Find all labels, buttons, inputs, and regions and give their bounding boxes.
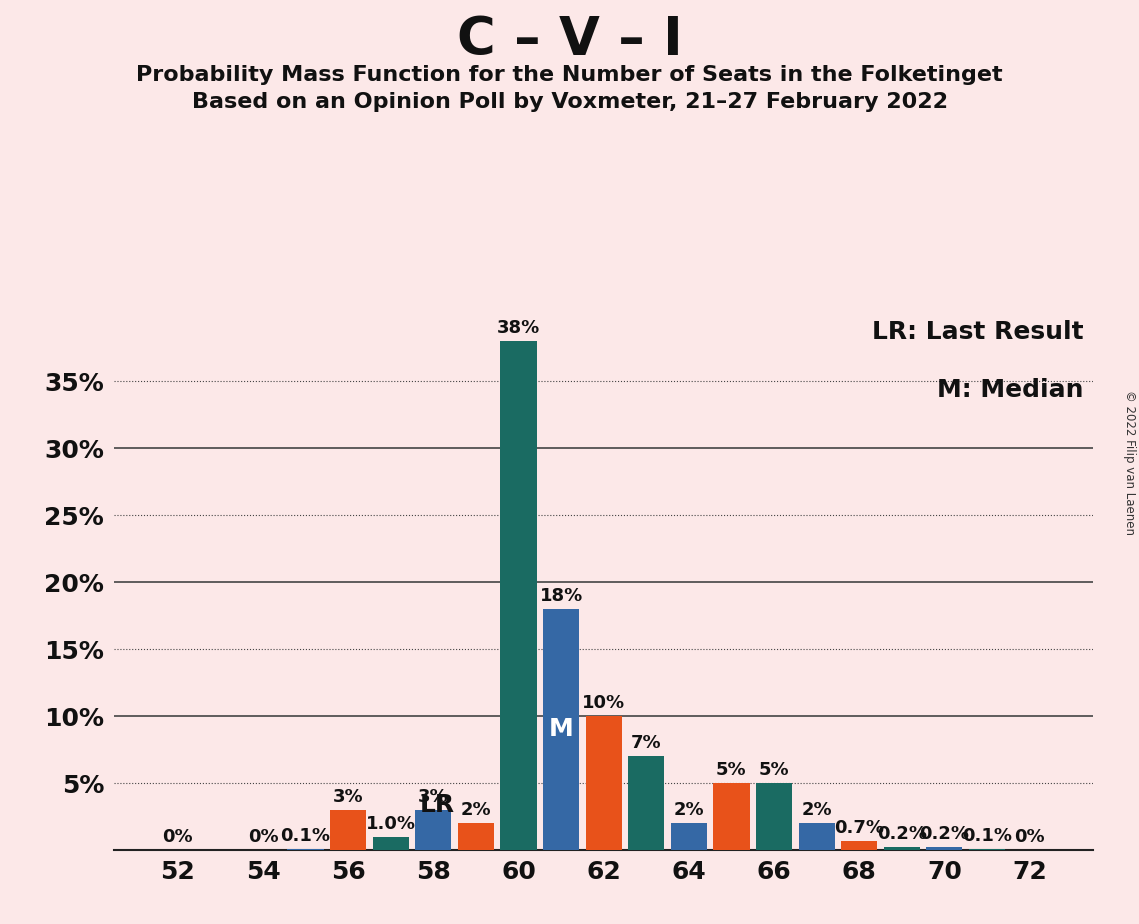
Text: 0.2%: 0.2% [877, 825, 927, 844]
Bar [585, 716, 622, 850]
Bar [416, 809, 451, 850]
Text: 1.0%: 1.0% [366, 815, 416, 833]
Text: 7%: 7% [631, 735, 662, 752]
Bar [500, 341, 536, 850]
Text: © 2022 Filip van Laenen: © 2022 Filip van Laenen [1123, 390, 1137, 534]
Bar [969, 849, 1005, 850]
Bar [713, 784, 749, 850]
Text: 0%: 0% [247, 828, 278, 846]
Text: C – V – I: C – V – I [457, 14, 682, 66]
Text: 38%: 38% [497, 319, 540, 337]
Bar [543, 609, 580, 850]
Bar [671, 823, 707, 850]
Bar [926, 847, 962, 850]
Text: 0%: 0% [1014, 828, 1044, 846]
Text: 2%: 2% [802, 801, 831, 820]
Text: 2%: 2% [460, 801, 491, 820]
Text: Probability Mass Function for the Number of Seats in the Folketinget: Probability Mass Function for the Number… [137, 65, 1002, 85]
Text: 0.1%: 0.1% [280, 827, 330, 845]
Text: 5%: 5% [716, 761, 747, 779]
Text: M: M [549, 718, 573, 741]
Text: LR: Last Result: LR: Last Result [872, 320, 1083, 344]
Text: 0.7%: 0.7% [834, 819, 884, 837]
Bar [372, 837, 409, 850]
Bar [798, 823, 835, 850]
Text: 3%: 3% [333, 788, 363, 806]
Text: 2%: 2% [673, 801, 704, 820]
Text: 10%: 10% [582, 694, 625, 712]
Text: 0.2%: 0.2% [919, 825, 969, 844]
Bar [629, 756, 664, 850]
Text: 0%: 0% [163, 828, 194, 846]
Bar [884, 847, 920, 850]
Bar [287, 849, 323, 850]
Bar [841, 841, 877, 850]
Text: 5%: 5% [759, 761, 789, 779]
Text: LR: LR [419, 793, 454, 817]
Text: Based on an Opinion Poll by Voxmeter, 21–27 February 2022: Based on an Opinion Poll by Voxmeter, 21… [191, 92, 948, 113]
Bar [458, 823, 494, 850]
Text: 18%: 18% [540, 587, 583, 605]
Text: 0.1%: 0.1% [962, 827, 1011, 845]
Text: 3%: 3% [418, 788, 449, 806]
Text: M: Median: M: Median [937, 379, 1083, 403]
Bar [756, 784, 792, 850]
Bar [330, 809, 367, 850]
